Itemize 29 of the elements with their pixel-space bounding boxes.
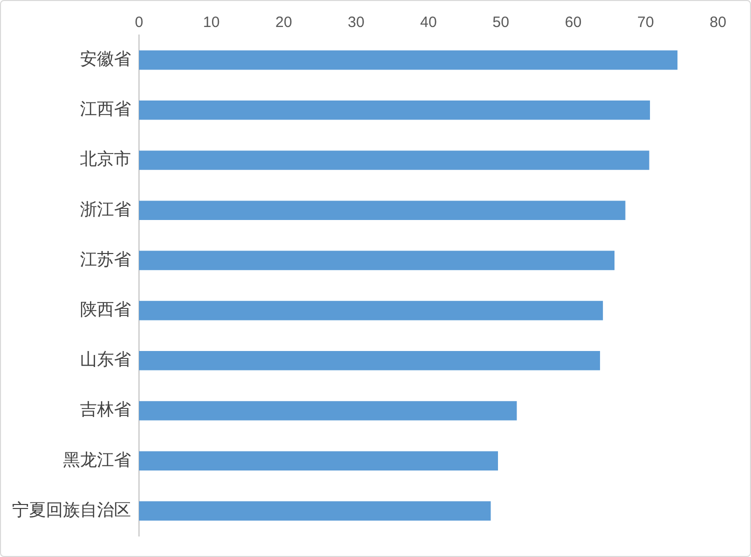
bar <box>139 451 498 470</box>
y-tick-label: 浙江省 <box>80 200 131 220</box>
y-tick-label: 安徽省 <box>80 49 131 70</box>
x-tick-label: 20 <box>275 14 292 32</box>
bar <box>139 300 603 320</box>
bar <box>139 501 491 521</box>
bar <box>139 50 678 70</box>
y-tick-label: 江苏省 <box>80 250 131 270</box>
y-tick-label: 陕西省 <box>80 300 131 320</box>
x-tick-label: 30 <box>348 14 364 32</box>
x-tick-label: 40 <box>420 14 437 32</box>
x-tick-label: 50 <box>492 14 510 32</box>
x-tick-label: 10 <box>203 14 220 32</box>
bar <box>139 200 626 220</box>
x-tick-label: 80 <box>710 14 726 32</box>
x-tick-label: 0 <box>134 14 144 32</box>
bar <box>139 401 517 420</box>
x-tick-label: 60 <box>564 14 582 32</box>
y-tick-label: 山东省 <box>80 350 131 370</box>
y-tick-label: 宁夏回族自治区 <box>12 500 131 520</box>
y-tick-label: 江西省 <box>80 100 131 120</box>
y-tick-label: 黑龙江省 <box>63 450 131 470</box>
bar <box>139 150 650 170</box>
y-tick-label: 吉林省 <box>80 400 131 420</box>
bar <box>139 100 650 120</box>
bar <box>139 250 615 270</box>
y-tick-label: 北京市 <box>80 150 131 170</box>
bar <box>139 351 600 370</box>
x-tick-label: 70 <box>637 14 654 32</box>
